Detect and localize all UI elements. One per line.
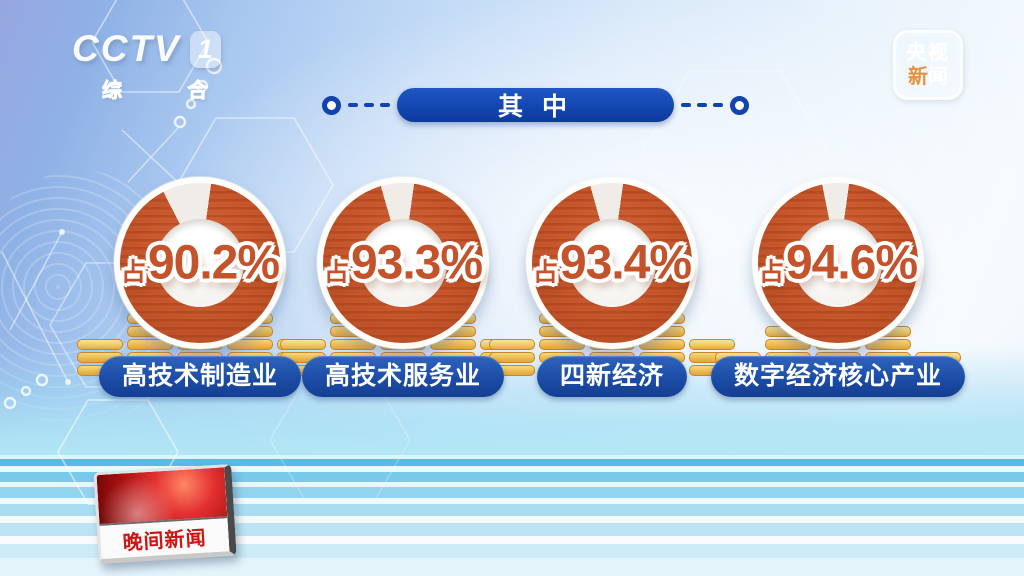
chart-label-pill: 四新经济 bbox=[536, 356, 688, 397]
chart-label-pill: 数字经济核心产业 bbox=[710, 356, 966, 397]
connector-dashes-right bbox=[681, 103, 723, 107]
percentage-prefix: 占 bbox=[758, 258, 784, 286]
donut-hole bbox=[156, 219, 244, 307]
program-title: 晚间新闻 bbox=[99, 518, 230, 559]
donut-hole bbox=[359, 219, 447, 307]
donut-outer-ring bbox=[752, 177, 924, 349]
percentage-number: 90.2% bbox=[147, 236, 280, 290]
section-header: 其 中 bbox=[322, 88, 749, 122]
cctv-news-corner-logo: 央视 新闻 bbox=[893, 30, 963, 100]
coin bbox=[280, 339, 326, 350]
coin bbox=[639, 339, 685, 350]
corner-logo-line2: 新闻 bbox=[908, 65, 948, 88]
coin bbox=[689, 339, 735, 350]
donut-hole bbox=[568, 219, 656, 307]
header-title: 其 中 bbox=[498, 93, 573, 121]
coin bbox=[865, 339, 911, 350]
coin bbox=[430, 339, 476, 350]
donut-outer-ring bbox=[317, 177, 489, 349]
percentage-value: 占 90.2% bbox=[120, 236, 280, 291]
cctv-channel-number-box: 1 bbox=[189, 30, 221, 68]
percentage-prefix: 占 bbox=[323, 258, 349, 286]
donut-outer-ring bbox=[114, 177, 286, 349]
coin bbox=[227, 339, 273, 350]
connector-dashes-left bbox=[348, 103, 390, 107]
connector-ring-right bbox=[730, 95, 749, 115]
cctv-channel-name: 综 合 bbox=[102, 80, 238, 103]
globe-graphic bbox=[96, 467, 228, 527]
chart-label-pill: 高技术服务业 bbox=[301, 356, 505, 397]
coin-stack bbox=[489, 339, 535, 376]
chart-label-pill: 高技术制造业 bbox=[98, 356, 302, 397]
percentage-number: 93.4% bbox=[559, 236, 692, 290]
percentage-value: 占 94.6% bbox=[758, 236, 918, 291]
percentage-number: 94.6% bbox=[785, 236, 918, 290]
percentage-prefix: 占 bbox=[532, 258, 558, 286]
connector-ring-left bbox=[322, 95, 341, 115]
percentage-value: 占 93.3% bbox=[323, 236, 483, 291]
donut-charts-row: 占 90.2% 高技术制造业 占 93.3% 高技术服务业 占 93.4% 四新… bbox=[0, 168, 1024, 408]
header-title-pill: 其 中 bbox=[397, 88, 674, 122]
program-badge: 晚间新闻 bbox=[93, 463, 237, 565]
percentage-value: 占 93.4% bbox=[532, 236, 692, 291]
percentage-prefix: 占 bbox=[120, 258, 146, 286]
donut-chart: 占 90.2% 高技术制造业 bbox=[70, 168, 330, 408]
coin bbox=[489, 339, 535, 350]
cctv1-channel-logo: CCTV 1 综 合 bbox=[72, 28, 238, 103]
donut-chart: 占 93.3% 高技术服务业 bbox=[273, 168, 533, 408]
donut-hole bbox=[794, 219, 882, 307]
cctv-logo-text: CCTV bbox=[72, 28, 181, 69]
percentage-number: 93.3% bbox=[350, 236, 483, 290]
coin bbox=[77, 339, 123, 350]
corner-logo-line1: 央视 bbox=[906, 41, 950, 64]
donut-chart: 占 94.6% 数字经济核心产业 bbox=[708, 168, 968, 408]
donut-chart: 占 93.4% 四新经济 bbox=[482, 168, 742, 408]
donut-outer-ring bbox=[526, 177, 698, 349]
